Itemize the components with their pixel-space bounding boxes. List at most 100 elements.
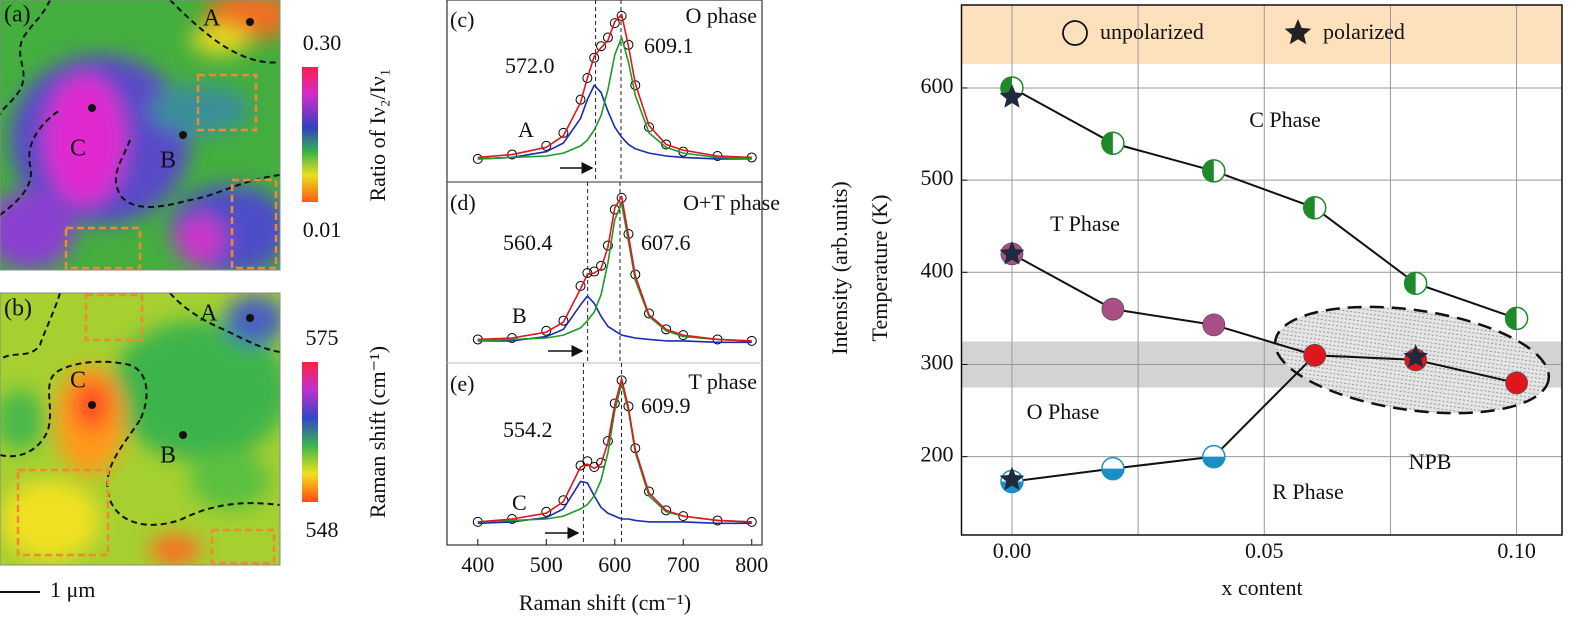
colorbar-tick-label: 548 — [306, 517, 339, 542]
dot — [1303, 343, 1327, 367]
x-tick-label: 600 — [598, 552, 631, 577]
marker — [1302, 196, 1327, 220]
marker — [1101, 297, 1125, 321]
phase-label: NPB — [1409, 449, 1452, 474]
colorbar — [302, 362, 318, 502]
x-axis-label: x content — [1221, 575, 1302, 600]
point-label: B — [160, 443, 176, 469]
data-point — [589, 266, 600, 277]
marker — [1505, 371, 1528, 395]
panel-label: (a) — [4, 2, 31, 28]
marker — [999, 240, 1025, 265]
half-fill — [1101, 468, 1124, 480]
marker — [1101, 456, 1125, 481]
marker — [1403, 344, 1428, 368]
peak-label: 609.1 — [644, 33, 694, 58]
boundary-line — [1011, 252, 1517, 384]
point-label: A — [203, 6, 221, 32]
panel-title: O+T phase — [683, 190, 780, 215]
fit-curve — [477, 195, 752, 342]
marker — [1202, 444, 1226, 469]
fit-curve — [477, 480, 752, 525]
fit-curve — [477, 295, 752, 344]
y-tick-label: 400 — [921, 257, 954, 282]
fit-curve — [477, 13, 752, 159]
data-point — [616, 10, 627, 21]
colorbar-tick-label: 575 — [306, 325, 339, 350]
x-tick-label: 800 — [735, 552, 768, 577]
data-point — [644, 308, 655, 319]
data-point — [661, 505, 672, 516]
marker — [1202, 313, 1226, 337]
ring — [1062, 20, 1088, 46]
legend-marker — [1062, 20, 1088, 46]
data-point — [541, 140, 552, 151]
legend-label: polarized — [1323, 19, 1405, 44]
y-tick-label: 600 — [921, 73, 954, 98]
data-point — [589, 52, 600, 63]
sample-label: A — [518, 117, 534, 142]
half-fill — [1404, 272, 1416, 295]
marker — [999, 466, 1025, 491]
half-fill — [1101, 132, 1113, 155]
map-frame — [0, 292, 281, 566]
panel-label: (c) — [450, 7, 474, 32]
x-tick-label: 0.05 — [1245, 538, 1284, 563]
map-frame — [0, 0, 281, 271]
arrows — [545, 162, 594, 539]
panel-title: T phase — [688, 369, 757, 394]
x-axis-label: Raman shift (cm⁻¹) — [519, 590, 691, 615]
fit-curve — [477, 378, 752, 523]
y-tick-label: 200 — [921, 442, 954, 467]
data-point — [602, 436, 613, 446]
phase-label: R Phase — [1272, 479, 1344, 504]
sample-label: B — [512, 303, 527, 328]
data-point — [602, 240, 613, 251]
phase-label: O Phase — [1027, 399, 1100, 424]
y-axis-label: Intensity (arb.units) — [827, 181, 852, 355]
legend-marker — [1284, 19, 1312, 45]
half-fill — [1303, 196, 1315, 219]
point-label: C — [70, 136, 86, 162]
peak-label: 572.0 — [505, 53, 555, 78]
data-point — [541, 325, 552, 336]
star — [999, 240, 1025, 265]
map-b — [0, 293, 280, 565]
data-point — [582, 73, 593, 83]
peak-label: 607.6 — [641, 230, 691, 255]
marker — [1303, 343, 1327, 367]
star — [1284, 19, 1312, 45]
data-point — [541, 506, 552, 517]
legend-label: unpolarized — [1100, 19, 1204, 44]
data-point — [602, 32, 613, 43]
peak-label: 560.4 — [503, 230, 553, 255]
plot-front: unpolarized polarized — [999, 19, 1529, 494]
point-label: B — [160, 148, 176, 174]
data-point — [558, 315, 569, 326]
data-point — [596, 41, 607, 52]
colorbar-tick-label: 0.30 — [303, 30, 342, 55]
plot-frame — [960, 4, 1563, 536]
half-fill — [1202, 456, 1225, 468]
panel-label: (b) — [4, 296, 32, 322]
star — [1403, 344, 1428, 368]
dot — [1101, 297, 1125, 321]
star — [999, 466, 1025, 491]
point-label: C — [70, 368, 86, 394]
data-point — [558, 127, 569, 138]
phase-label: C Phase — [1249, 107, 1321, 132]
colorbar-label: Ratio of Iν₂/Iν₁ — [365, 69, 390, 202]
colorbar-tick-label: 0.01 — [303, 217, 342, 242]
point-label: A — [200, 301, 218, 327]
fit-curve — [477, 382, 752, 523]
data-point — [582, 456, 593, 467]
dot — [1505, 371, 1528, 395]
fit-curve — [477, 36, 752, 160]
fit-curve — [477, 84, 752, 160]
half-fill — [1202, 159, 1214, 182]
peak-label: 609.9 — [641, 393, 691, 418]
colorbar-label: Raman shift (cm⁻¹) — [365, 346, 390, 518]
marker — [1504, 306, 1529, 331]
panel-label: (e) — [450, 371, 474, 396]
phase-label: T Phase — [1050, 211, 1120, 236]
